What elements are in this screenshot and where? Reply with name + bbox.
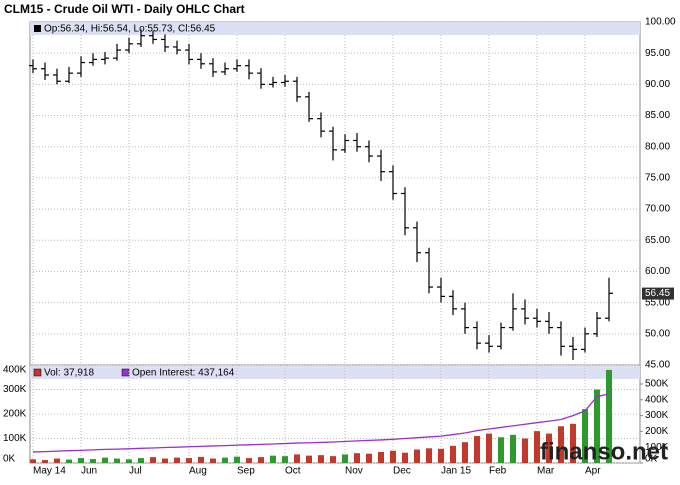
x-tick-label: May 14: [33, 466, 66, 477]
y-tick-label: 90.00: [645, 79, 670, 90]
volume-bar: [78, 458, 84, 463]
volume-bar: [318, 455, 324, 463]
y2-tick-label: 200K: [645, 426, 669, 437]
y-tick-label: 95.00: [645, 48, 670, 59]
x-tick-label: Sep: [237, 466, 255, 477]
y-tick-label: 100.00: [645, 17, 676, 28]
y2-tick-label: 300K: [645, 410, 669, 421]
volume-bar: [42, 460, 48, 463]
price-panel: [29, 21, 641, 366]
x-tick-label: Dec: [393, 466, 411, 477]
volume-header: [30, 366, 640, 379]
volume-bar: [546, 433, 552, 463]
volume-bar: [258, 457, 264, 463]
y-tick-label: 400K: [3, 365, 27, 376]
volume-bar: [210, 458, 216, 463]
last-price-tag: [642, 287, 674, 300]
y-tick-label: 75.00: [645, 173, 670, 184]
x-tick-label: Nov: [345, 466, 363, 477]
volume-bar: [522, 438, 528, 463]
legend-swatch: [121, 368, 130, 377]
x-tick-label: Oct: [285, 466, 301, 477]
volume-bar: [486, 433, 492, 463]
y-tick-label: 70.00: [645, 204, 670, 215]
y2-tick-label: 100K: [645, 442, 669, 453]
volume-bar: [534, 431, 540, 463]
volume-bar: [606, 369, 612, 463]
legend-entry: Open Interest: 437,164: [132, 368, 235, 379]
x-tick-label: Jul: [129, 466, 142, 477]
y-tick-label: 0K: [3, 454, 16, 465]
legend-swatch: [33, 368, 42, 377]
open-interest-line: [32, 393, 610, 453]
last-price-label: 56.45: [645, 288, 670, 299]
y2-tick-label: 0K: [645, 454, 658, 465]
volume-bar: [126, 459, 132, 463]
x-tick-label: Mar: [537, 466, 555, 477]
volume-bar: [198, 456, 204, 463]
y-tick-label: 100K: [3, 433, 27, 444]
volume-bar: [582, 409, 588, 463]
x-tick-label: Aug: [189, 466, 207, 477]
volume-bar: [438, 448, 444, 463]
volume-bar: [270, 455, 276, 463]
volume-bar: [66, 459, 72, 463]
chart-title: CLM15 - Crude Oil WTI - Daily OHLC Chart: [4, 2, 245, 16]
y-tick-label: 85.00: [645, 110, 670, 121]
volume-bar: [426, 448, 432, 463]
volume-bar: [414, 449, 420, 463]
y-tick-label: 300K: [3, 384, 27, 395]
y-tick-label: 50.00: [645, 328, 670, 339]
volume-bar: [330, 456, 336, 463]
volume-bar: [90, 459, 96, 463]
volume-bar: [150, 457, 156, 463]
y-tick-label: 80.00: [645, 141, 670, 152]
x-tick-label: Feb: [489, 466, 507, 477]
y-tick-label: 60.00: [645, 266, 670, 277]
volume-bar: [282, 456, 288, 463]
legend-entry: Vol: 37,918: [44, 368, 94, 379]
volume-bar: [558, 426, 564, 463]
y-tick-label: 200K: [3, 409, 27, 420]
volume-bar: [474, 436, 480, 463]
volume-bar: [174, 457, 180, 463]
volume-bar: [30, 459, 36, 463]
volume-bar: [234, 456, 240, 463]
y-tick-label: 45.00: [645, 360, 670, 371]
volume-bar: [342, 454, 348, 463]
watermark: finanso.net: [540, 438, 668, 465]
volume-bar: [390, 450, 396, 463]
x-tick-label: Jan 15: [441, 466, 471, 477]
y-tick-label: 55.00: [645, 297, 670, 308]
volume-bar: [102, 457, 108, 463]
volume-bar: [114, 458, 120, 463]
volume-bar: [402, 452, 408, 463]
volume-bar: [570, 423, 576, 463]
volume-bar: [162, 458, 168, 463]
volume-bar: [450, 445, 456, 463]
volume-bar: [294, 454, 300, 463]
volume-bar: [306, 455, 312, 463]
volume-bar: [510, 434, 516, 463]
legend-swatch: [34, 25, 41, 32]
y-tick-label: 65.00: [645, 235, 670, 246]
price-legend: Op:56.34, Hi:56.54, Lo:55.73, Cl:56.45: [44, 24, 216, 35]
volume-bar: [462, 442, 468, 463]
volume-bar: [246, 458, 252, 463]
volume-bar: [594, 389, 600, 463]
volume-bar: [378, 451, 384, 463]
volume-bar: [186, 458, 192, 463]
volume-bar: [366, 453, 372, 463]
x-tick-label: Apr: [585, 466, 601, 477]
price-header: [30, 22, 640, 35]
x-tick-label: Jun: [81, 466, 97, 477]
volume-bar: [354, 453, 360, 463]
volume-bar: [54, 458, 60, 463]
volume-bar: [138, 458, 144, 463]
y2-tick-label: 500K: [645, 379, 669, 390]
volume-bar: [222, 457, 228, 463]
volume-bar: [498, 437, 504, 463]
y2-tick-label: 400K: [645, 394, 669, 405]
